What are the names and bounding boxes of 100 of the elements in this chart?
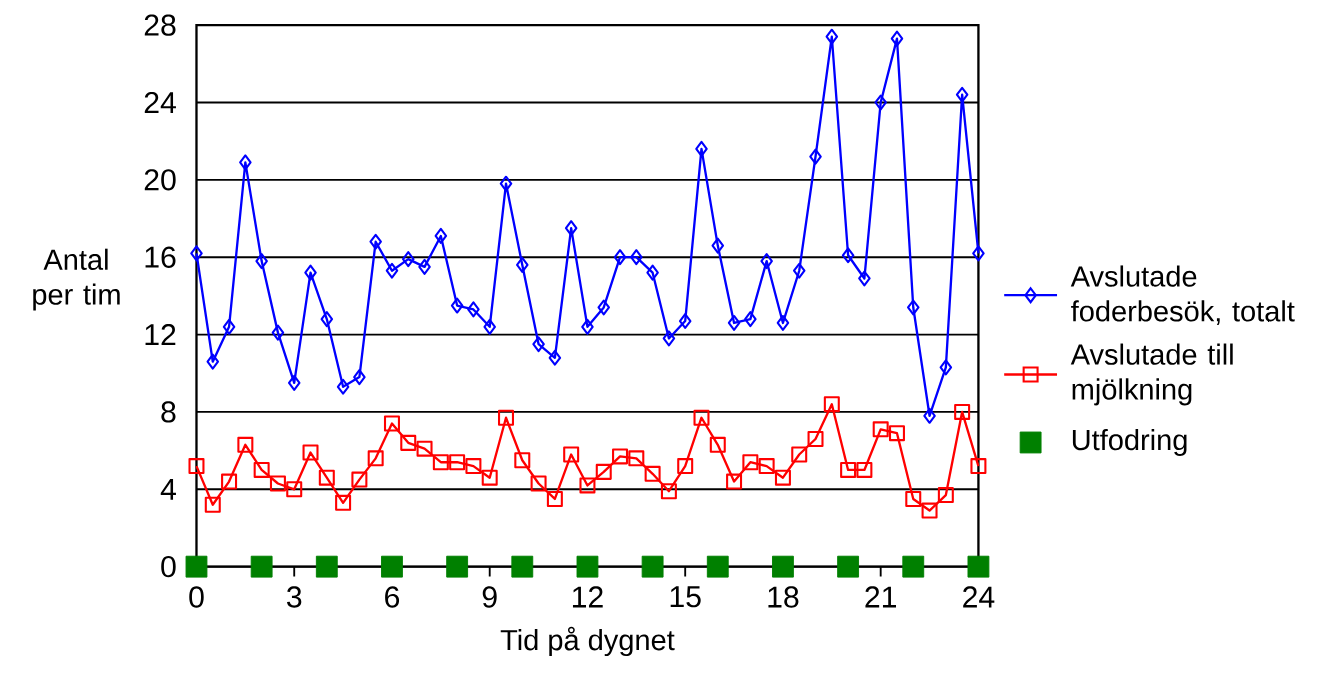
point: [302, 444, 319, 461]
point: [579, 477, 596, 494]
point: [660, 483, 677, 500]
point: [450, 297, 464, 314]
point: [418, 259, 431, 276]
point: [353, 369, 366, 386]
point: [581, 319, 594, 336]
point: [269, 475, 286, 492]
point: [840, 462, 857, 479]
point: [286, 481, 303, 498]
point: [481, 469, 498, 486]
legend-label: Avslutade foderbesök, totalt: [1070, 265, 1295, 326]
point: [791, 446, 808, 463]
point: [902, 555, 925, 578]
y-axis-title: Antal per tim: [33, 248, 120, 311]
point: [564, 220, 578, 237]
point: [837, 555, 860, 578]
y-tick-label: 8: [161, 401, 176, 423]
point: [315, 555, 338, 578]
point: [706, 555, 729, 578]
point: [825, 28, 839, 45]
point: [401, 251, 415, 268]
point: [874, 94, 887, 111]
point: [563, 446, 580, 463]
point: [760, 253, 773, 270]
point: [858, 270, 871, 287]
point: [369, 233, 382, 250]
x-tick-label: 9: [482, 586, 497, 608]
point: [595, 464, 612, 481]
point: [872, 421, 889, 438]
point: [548, 349, 562, 366]
y-tick-label: 24: [144, 92, 176, 114]
point: [678, 313, 692, 330]
point: [939, 359, 953, 376]
point: [646, 264, 659, 281]
point: [954, 404, 971, 421]
point: [497, 409, 515, 426]
y-tick-label: 16: [145, 246, 176, 269]
point: [185, 555, 208, 578]
y-tick-label: 0: [161, 556, 176, 578]
point: [955, 86, 969, 103]
point: [416, 440, 433, 457]
point: [776, 315, 790, 332]
point: [432, 454, 449, 471]
point: [304, 264, 317, 281]
point: [204, 496, 221, 513]
point: [612, 448, 629, 465]
legend-label: Utfodring: [1072, 429, 1187, 457]
point: [188, 458, 205, 475]
point: [576, 555, 599, 578]
point: [449, 454, 466, 471]
x-tick-label: 12: [572, 586, 603, 608]
point: [677, 458, 694, 475]
point: [726, 473, 743, 490]
x-tick-label: 18: [768, 586, 799, 608]
point: [483, 319, 496, 336]
x-axis-title: Tid på dygnet: [500, 626, 675, 657]
point: [237, 437, 254, 454]
point: [206, 353, 220, 370]
point: [516, 257, 529, 274]
point: [888, 425, 905, 442]
point: [709, 437, 726, 454]
point: [921, 502, 938, 519]
x-tick-label: 24: [963, 586, 995, 608]
point: [772, 555, 794, 578]
point: [335, 495, 352, 512]
point: [905, 491, 922, 508]
point: [239, 154, 252, 171]
x-tick-label: 6: [385, 586, 400, 608]
point: [546, 491, 563, 508]
legend-label: Avslutade till mjölkning: [1070, 343, 1233, 406]
point: [695, 141, 708, 158]
point: [742, 454, 759, 471]
y-tick-label: 28: [144, 14, 176, 36]
point: [644, 466, 661, 483]
point: [465, 458, 482, 475]
point: [792, 262, 806, 279]
point: [630, 249, 643, 266]
point: [514, 452, 531, 469]
point: [271, 324, 285, 341]
point: [222, 319, 236, 336]
point: [287, 375, 301, 392]
point: [434, 228, 448, 245]
point: [383, 415, 400, 432]
point: [367, 450, 384, 467]
point: [597, 299, 611, 316]
point: [823, 396, 840, 413]
point: [532, 336, 545, 353]
point: [856, 462, 873, 479]
point: [320, 311, 334, 328]
point: [972, 245, 985, 262]
point: [967, 555, 990, 578]
point: [336, 378, 350, 396]
point: [727, 315, 741, 332]
point: [758, 458, 775, 475]
point: [446, 555, 469, 578]
point: [841, 247, 855, 264]
point: [400, 435, 417, 452]
point: [744, 311, 757, 328]
point: [923, 408, 936, 425]
